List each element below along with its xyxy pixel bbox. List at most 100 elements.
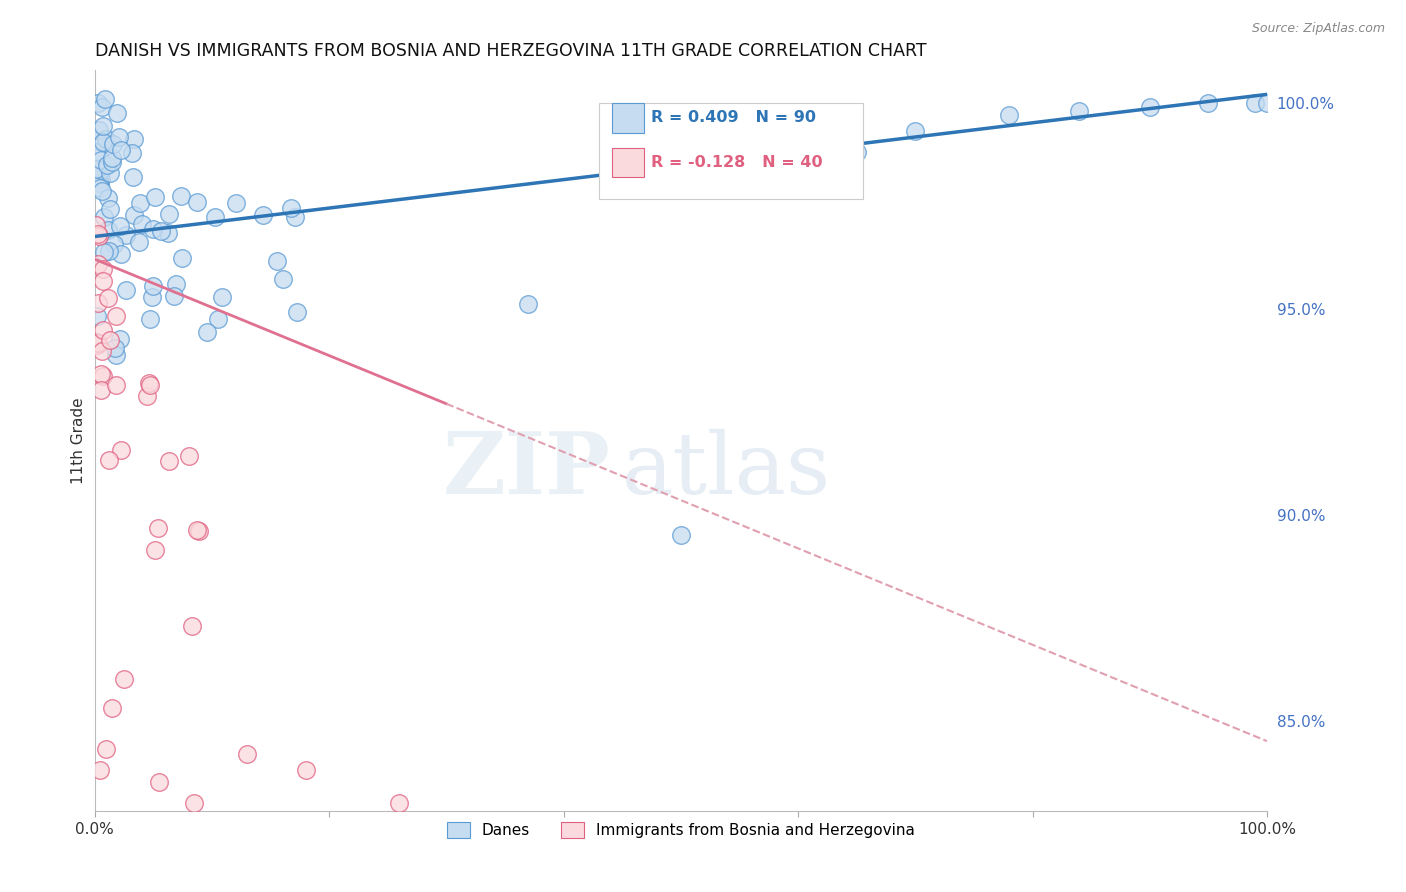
Point	[110, 143, 132, 157]
Point	[114, 283, 136, 297]
Point	[93, 323, 115, 337]
Point	[98, 333, 121, 347]
Point	[84, 162, 107, 177]
Point	[225, 195, 247, 210]
Point	[86, 309, 108, 323]
Point	[271, 272, 294, 286]
Point	[90, 172, 112, 186]
Point	[98, 244, 121, 258]
Point	[90, 153, 112, 168]
Point	[187, 524, 209, 538]
Point	[143, 190, 166, 204]
Point	[103, 237, 125, 252]
Point	[98, 202, 121, 216]
Point	[142, 222, 165, 236]
Point	[89, 181, 111, 195]
Point	[1256, 95, 1278, 110]
Point	[163, 289, 186, 303]
Point	[157, 207, 180, 221]
Point	[131, 217, 153, 231]
Point	[236, 747, 259, 761]
Point	[284, 211, 307, 225]
Point	[84, 334, 107, 349]
Point	[110, 442, 132, 457]
Point	[97, 222, 120, 236]
Point	[149, 224, 172, 238]
Point	[157, 454, 180, 468]
Point	[98, 166, 121, 180]
Point	[87, 336, 110, 351]
Point	[91, 184, 114, 198]
Point	[181, 619, 204, 633]
Point	[98, 453, 121, 467]
Point	[96, 131, 118, 145]
Point	[91, 119, 114, 133]
Point	[87, 95, 110, 110]
Point	[104, 348, 127, 362]
Point	[96, 742, 118, 756]
Point	[157, 226, 180, 240]
Point	[148, 775, 170, 789]
Point	[110, 332, 132, 346]
Point	[138, 376, 160, 391]
Point	[86, 161, 108, 175]
Text: atlas: atlas	[623, 428, 831, 512]
Point	[207, 312, 229, 326]
Point	[87, 227, 110, 241]
Text: DANISH VS IMMIGRANTS FROM BOSNIA AND HERZEGOVINA 11TH GRADE CORRELATION CHART: DANISH VS IMMIGRANTS FROM BOSNIA AND HER…	[94, 42, 927, 60]
Point	[87, 257, 110, 271]
Text: ZIP: ZIP	[443, 428, 610, 512]
Point	[211, 290, 233, 304]
Point	[91, 262, 114, 277]
Point	[904, 124, 927, 138]
Point	[89, 123, 111, 137]
Legend: Danes, Immigrants from Bosnia and Herzegovina: Danes, Immigrants from Bosnia and Herzeg…	[440, 816, 921, 845]
Point	[177, 449, 200, 463]
Point	[86, 218, 108, 232]
Point	[1197, 95, 1219, 110]
Point	[97, 191, 120, 205]
Point	[142, 278, 165, 293]
Point	[89, 763, 111, 777]
Point	[86, 295, 108, 310]
Point	[105, 105, 128, 120]
Point	[86, 337, 108, 351]
Point	[86, 134, 108, 148]
Point	[90, 383, 112, 397]
Point	[136, 389, 159, 403]
Point	[122, 169, 145, 184]
Point	[388, 796, 411, 810]
Point	[104, 309, 127, 323]
Point	[115, 227, 138, 242]
Point	[122, 132, 145, 146]
Point	[204, 210, 226, 224]
Point	[91, 100, 114, 114]
Point	[186, 195, 208, 210]
Point	[1139, 100, 1161, 114]
Point	[165, 277, 187, 291]
Point	[104, 341, 127, 355]
Point	[103, 136, 125, 151]
Point	[669, 528, 692, 542]
Point	[91, 368, 114, 383]
Text: R = 0.409   N = 90: R = 0.409 N = 90	[651, 111, 817, 126]
Point	[170, 188, 193, 202]
Point	[89, 176, 111, 190]
Point	[87, 228, 110, 243]
Point	[89, 176, 111, 190]
Point	[110, 247, 132, 261]
Point	[139, 378, 162, 392]
Point	[128, 196, 150, 211]
Point	[84, 145, 107, 160]
Point	[94, 92, 117, 106]
Point	[91, 344, 114, 359]
Point	[183, 796, 205, 810]
FancyBboxPatch shape	[599, 103, 862, 200]
Point	[287, 305, 309, 319]
Text: R = -0.128   N = 40: R = -0.128 N = 40	[651, 155, 823, 169]
Point	[280, 201, 302, 215]
Point	[517, 297, 540, 311]
Point	[93, 245, 115, 260]
Point	[100, 154, 122, 169]
Point	[1244, 95, 1267, 110]
